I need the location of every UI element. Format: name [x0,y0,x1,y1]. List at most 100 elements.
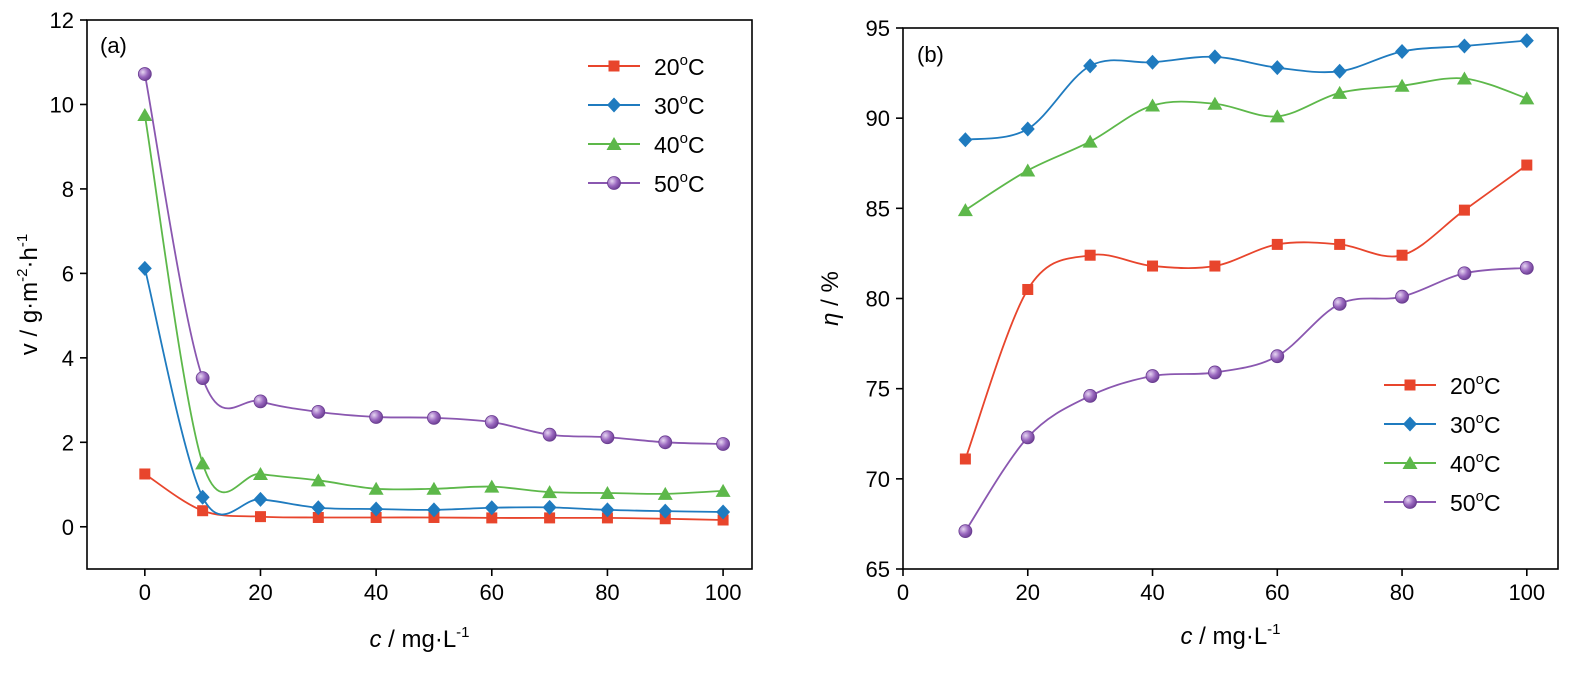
data-point [253,491,268,507]
y-tick-label: 0 [62,515,74,540]
panel-label: (a) [100,33,127,58]
data-point [253,394,268,409]
data-point [1145,98,1161,112]
legend-marker [1403,495,1417,509]
data-point [1519,91,1535,105]
series-20C [959,159,1533,465]
y-tick-label: 85 [866,196,890,221]
data-point [1082,134,1098,148]
y-tick-label: 10 [50,92,74,117]
data-point [137,260,152,276]
data-point [426,502,441,518]
series-40C [137,108,731,500]
data-point [311,405,326,419]
data-point [1208,365,1222,380]
data-point [426,481,442,495]
x-axis-title: c / mg·L-1 [1180,621,1280,650]
series-50C [958,260,1534,539]
data-point [601,512,613,524]
data-point [1332,63,1347,79]
data-point [1332,85,1348,99]
legend-marker [606,137,622,150]
data-point [542,499,557,515]
y-tick-label: 12 [50,8,74,33]
data-point [311,500,326,516]
data-point [716,504,731,520]
legend: 20oC 30oC 40oC 50oC [1384,371,1501,516]
data-point [1147,260,1159,272]
data-point [1020,163,1036,177]
data-point [1457,38,1472,54]
x-tick-label: 60 [480,580,504,605]
data-point [1395,289,1409,304]
legend-label: 20oC [1450,371,1501,399]
data-point [370,511,382,523]
series-line [143,73,724,445]
plot-frame [902,27,1559,570]
data-point [1334,238,1346,250]
data-point [1269,109,1285,123]
x-axis-title: c / mg·L-1 [369,624,469,653]
data-point [137,108,153,122]
data-point [600,430,615,445]
data-point [658,435,673,450]
data-point [1207,96,1223,110]
x-tick-label: 100 [705,580,742,605]
data-point [716,437,730,451]
y-tick-label: 6 [62,261,74,286]
data-point [484,500,499,516]
data-point [252,466,268,480]
x-tick-label: 20 [248,580,272,605]
data-point [958,132,973,148]
data-point [254,511,266,523]
series-20C [139,468,729,526]
data-point [197,505,209,517]
legend-label: 40oC [1450,449,1501,477]
series-50C [137,67,730,451]
data-point [542,427,557,442]
series-line [143,114,724,495]
data-point [1020,430,1035,445]
x-tick-label: 20 [1016,580,1040,605]
data-point [1209,260,1221,272]
data-point [1145,369,1160,383]
y-tick-label: 4 [62,346,74,371]
legend-label: 30oC [654,91,705,119]
legend-label: 50oC [1450,488,1501,516]
data-point [139,468,151,480]
data-point [1394,78,1410,92]
data-point [1270,60,1285,76]
data-point [657,486,673,500]
y-tick-label: 90 [866,106,890,131]
data-point [659,513,671,525]
data-point [1456,71,1472,85]
data-point [1271,238,1283,250]
legend-marker [608,60,620,72]
legend-marker [1403,416,1417,432]
panel-label: (b) [917,42,944,67]
y-tick-label: 70 [866,467,890,492]
data-point [717,514,729,526]
x-tick-label: 40 [364,580,388,605]
y-axis-title: η / % [817,271,844,326]
series-line [964,266,1527,532]
series-30C [958,33,1534,148]
data-point [1457,266,1472,281]
data-point [195,456,211,470]
y-tick-label: 95 [866,16,890,41]
data-point [1395,43,1410,59]
series-line [965,39,1527,141]
x-tick-label: 100 [1508,580,1545,605]
x-tick-label: 40 [1140,580,1164,605]
series-line [143,268,724,516]
legend-label: 30oC [1450,410,1501,438]
data-point [1521,159,1533,171]
y-axis-title: v / g·m-2·h-1 [14,234,43,355]
legend-marker [607,97,621,113]
data-point [369,501,384,517]
data-point [544,512,556,524]
data-point [368,481,384,495]
data-point [958,524,973,539]
legend-marker [607,176,621,190]
y-tick-label: 75 [866,377,890,402]
